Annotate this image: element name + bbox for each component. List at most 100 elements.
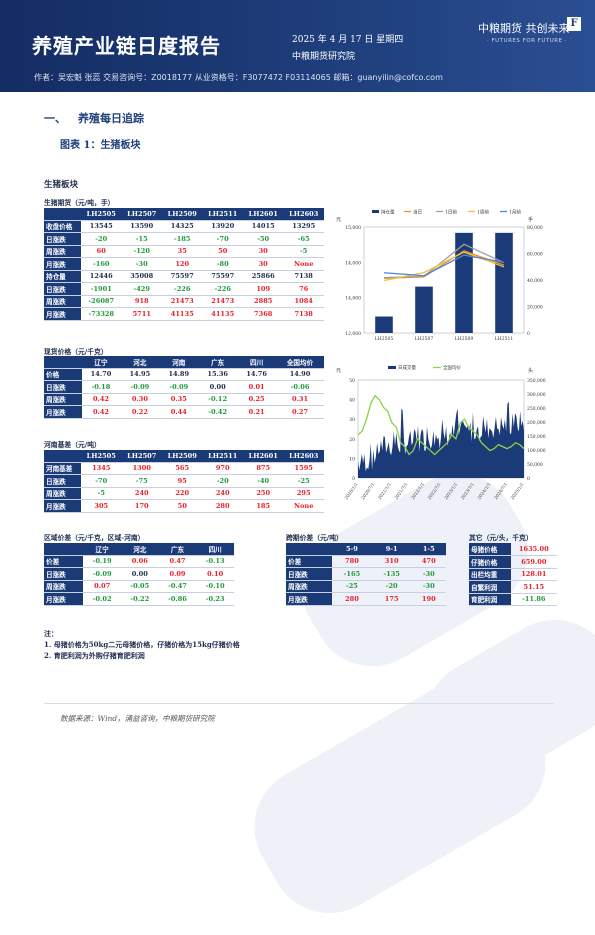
table-cell: 21473 — [170, 297, 194, 306]
table-cell: 15.36 — [207, 370, 229, 379]
column-header: LH2507 — [121, 208, 162, 220]
table-cell: 1635.00 — [518, 545, 549, 553]
table-cell: 295 — [296, 489, 311, 498]
spot-caption: 现货价格（元/千克） — [44, 348, 108, 356]
x-tick-label: 2023/7/1 — [461, 482, 476, 501]
table-row: 价差 -0.19 0.06 0.47 -0.13 — [44, 555, 234, 568]
y-axis-unit: 元 — [336, 368, 341, 374]
row-label: 价格 — [44, 368, 82, 381]
table-cell: -25 — [297, 476, 310, 485]
table-row: 自繁利润 51.15 — [469, 580, 557, 593]
company-slogan: · FUTURES FOR FUTURE · — [487, 38, 568, 44]
row-label: 月涨跌 — [44, 592, 84, 605]
table-row: 价差 780 310 470 — [286, 555, 446, 568]
figure-title: 图表 1：生猪板块 — [60, 140, 141, 151]
row-label: 周涨跌 — [44, 487, 82, 500]
table-cell: 0.22 — [131, 407, 148, 416]
y2-tick-label: 300,000 — [527, 392, 546, 398]
column-header: LH2601 — [242, 450, 284, 462]
hog-panel: 生猪板块 生猪期货（元/吨，手） LH2505 LH2507 LH2509 LH251… — [44, 175, 557, 623]
table-cell: 305 — [94, 501, 109, 510]
other-caption: 其它（元/头，千克） — [469, 534, 533, 542]
table-row: 月涨跌 280 175 190 — [286, 592, 446, 605]
x-tick-label: LH2511 — [495, 336, 514, 342]
table-cell: -65 — [297, 234, 310, 243]
y2-tick-label: 80,000 — [527, 225, 543, 231]
y-tick-label: 14,000 — [345, 260, 361, 266]
table-cell: 0.09 — [169, 569, 186, 578]
column-header: LH2507 — [121, 450, 162, 462]
logo-mark-icon: F — [567, 17, 581, 31]
legend-label: 持仓量 — [381, 209, 395, 216]
column-header: 河北 — [120, 356, 160, 368]
row-label: 月涨跌 — [44, 307, 82, 320]
table-row: 周涨跌 -26087 918 21473 21473 2885 1084 — [44, 295, 324, 308]
row-label: 周涨跌 — [44, 295, 82, 308]
table-cell: 35 — [177, 247, 187, 256]
legend-swatch — [388, 366, 396, 369]
x-tick-label: 2022/1/1 — [411, 482, 426, 501]
other-table: 母猪价格 1635.00 仔猪价格 659.00 出栏均重 128.01 自繁利润 51.15… — [469, 543, 557, 606]
table-cell: -15 — [135, 234, 148, 243]
author-line: 作者：吴宏魁 张蕊 交易咨询号：Z0018177 从业资格号：F3077472 … — [34, 73, 443, 82]
note-1: 1. 母猪价格为50kg二元母猪价格，仔猪价格为15kg仔猪价格 — [44, 640, 240, 649]
table-cell: 875 — [256, 464, 271, 473]
table-cell: 250 — [256, 489, 271, 498]
table-cell: 0.35 — [170, 395, 187, 404]
table-cell: 0.47 — [169, 557, 186, 566]
table-cell: -1901 — [90, 284, 112, 293]
row-label: 收盘价格 — [44, 220, 82, 233]
table-cell: -73328 — [88, 309, 115, 318]
column-header: LH2511 — [202, 450, 243, 462]
table-row: 价格 14.70 14.95 14.89 15.36 14.76 14.90 — [44, 368, 324, 381]
table-cell: 240 — [215, 489, 230, 498]
table-cell: 41135 — [211, 309, 235, 318]
report-title: 养殖产业链日度报告 — [32, 34, 221, 58]
table-cell: 0.42 — [92, 407, 109, 416]
y2-tick-label: 150,000 — [527, 434, 546, 440]
table-cell: 30 — [258, 247, 268, 256]
table-cell: 7138 — [294, 272, 313, 281]
y2-tick-label: 40,000 — [527, 278, 543, 284]
table-cell: -30 — [422, 569, 435, 578]
table-cell: 120 — [175, 259, 190, 268]
table-cell: 76 — [299, 284, 309, 293]
column-header: 1-5 — [411, 543, 446, 555]
y2-tick-label: 50,000 — [527, 462, 543, 468]
row-label: 出栏均重 — [469, 568, 511, 581]
spread-caption: 跨期价差（元/吨） — [286, 534, 343, 542]
table-cell: 14.70 — [90, 370, 112, 379]
row-label: 日涨跌 — [44, 474, 82, 487]
table-cell: 220 — [175, 489, 190, 498]
row-label: 仔猪价格 — [469, 555, 511, 568]
y-tick-label: 12,000 — [345, 331, 361, 337]
y2-tick-label: 0 — [527, 476, 530, 482]
table-cell: 95 — [177, 476, 187, 485]
table-cell: 25866 — [251, 272, 275, 281]
table-cell: 190 — [421, 594, 436, 603]
calendar-spread-table: 5-9 9-1 1-5 价差 780 310 470 日涨跌 -165 -135 -30 周涨跌 -25… — [286, 543, 446, 606]
column-header — [44, 450, 82, 462]
table-cell: -26087 — [88, 297, 115, 306]
row-label: 日涨跌 — [44, 282, 82, 295]
table-row: 日涨跌 -20 -15 -185 -70 -50 -65 — [44, 232, 324, 245]
table-cell: -0.02 — [92, 594, 112, 603]
column-header: 河南 — [159, 356, 199, 368]
table-cell: 50 — [218, 247, 228, 256]
header-row: 辽宁 河北 河南 广东 四川 全国均价 — [44, 356, 324, 368]
column-header: 四川 — [237, 356, 277, 368]
table-cell: -5 — [97, 489, 105, 498]
header-row: 辽宁 河北 广东 四川 — [44, 543, 234, 555]
column-header: 5-9 — [332, 543, 372, 555]
y-axis-unit: 元 — [336, 217, 341, 223]
row-label: 月涨跌 — [44, 499, 82, 512]
legend-label: 1周前 — [477, 209, 489, 216]
row-label: 价差 — [286, 555, 333, 568]
table-cell: -30 — [422, 582, 435, 591]
table-cell: 0.01 — [248, 382, 265, 391]
y-tick-label: 14,000 — [345, 296, 361, 302]
column-header — [44, 543, 84, 555]
divider — [44, 703, 554, 704]
table-cell: 0.21 — [248, 407, 265, 416]
table-cell: 14325 — [170, 222, 194, 231]
